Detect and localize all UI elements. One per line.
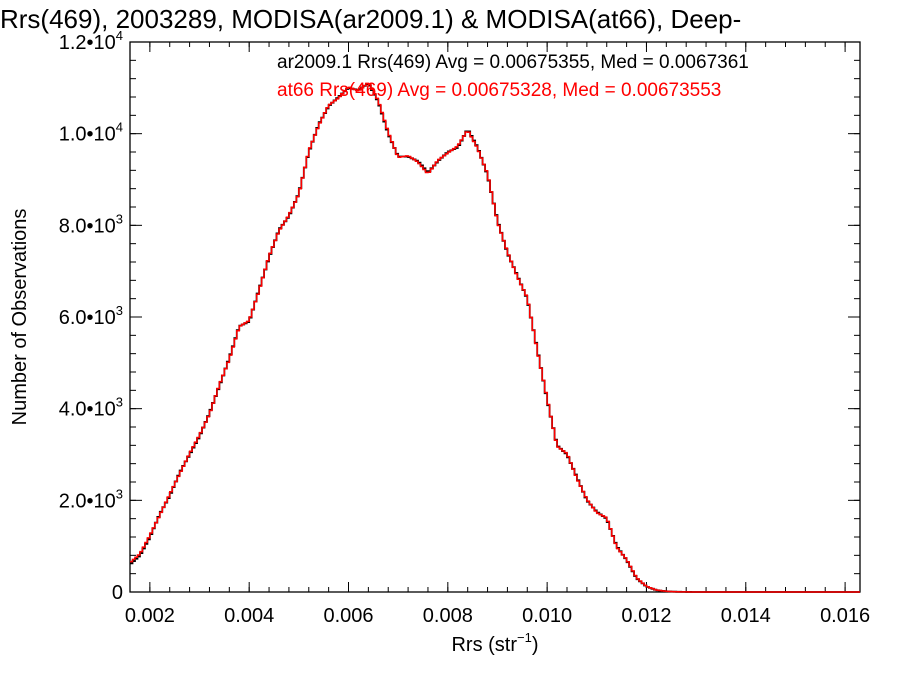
x-tick-label-5: 0.012 — [621, 605, 671, 627]
x-axis: 0.002 0.004 0.006 0.008 0.010 0.012 0.014 0.016 — [125, 42, 870, 627]
y-axis-label: Number of Observations — [9, 209, 31, 426]
y-tick-label-3: 6.0•103 — [59, 303, 123, 329]
y-tick-label-5: 1.0•104 — [59, 120, 123, 146]
x-tick-label-4: 0.010 — [522, 605, 572, 627]
x-tick-label-6: 0.014 — [721, 605, 771, 627]
annotation-at66: at66 Rrs(469) Avg = 0.00675328, Med = 0.… — [277, 80, 721, 101]
y-tick-label-6: 1.2•104 — [59, 28, 123, 54]
x-tick-label-2: 0.006 — [323, 605, 373, 627]
plot-frame — [129, 41, 861, 593]
annotation-ar2009: ar2009.1 Rrs(469) Avg = 0.00675355, Med … — [277, 52, 749, 73]
series-layer — [130, 82, 860, 593]
y-tick-label-2: 4.0•103 — [59, 395, 123, 421]
y-axis: 0 2.0•103 4.0•103 6.0•103 8.0•103 1.0•104 1.2•… — [59, 28, 860, 604]
x-tick-label-7: 0.016 — [820, 605, 870, 627]
y-tick-label-0: 0 — [112, 582, 123, 604]
x-tick-label-0: 0.002 — [125, 605, 175, 627]
x-tick-label-1: 0.004 — [224, 605, 274, 627]
x-tick-label-3: 0.008 — [423, 605, 473, 627]
y-tick-label-1: 2.0•103 — [59, 486, 123, 512]
series-line-at66 — [130, 82, 860, 593]
x-axis-label: Rrs (str−1) — [451, 630, 538, 656]
series-line-ar2009.1 — [130, 83, 860, 593]
chart-title: Rrs(469), 2003289, MODISA(ar2009.1) & MO… — [0, 4, 741, 34]
y-tick-label-4: 8.0•103 — [59, 211, 123, 237]
